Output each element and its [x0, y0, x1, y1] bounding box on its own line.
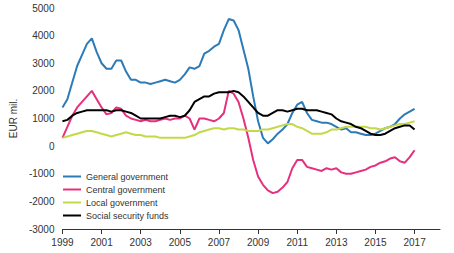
svg-text:-3000: -3000 — [29, 224, 55, 235]
svg-text:-2000: -2000 — [29, 196, 55, 207]
svg-text:General government: General government — [86, 172, 169, 182]
svg-text:EUR mil.: EUR mil. — [8, 99, 19, 138]
svg-text:-1000: -1000 — [29, 168, 55, 179]
svg-text:5000: 5000 — [32, 3, 55, 14]
svg-text:0: 0 — [49, 141, 55, 152]
svg-text:1999: 1999 — [51, 237, 74, 248]
svg-text:3000: 3000 — [32, 58, 55, 69]
svg-text:2000: 2000 — [32, 85, 55, 96]
svg-text:4000: 4000 — [32, 30, 55, 41]
svg-text:1000: 1000 — [32, 113, 55, 124]
svg-text:2009: 2009 — [247, 237, 270, 248]
svg-text:2005: 2005 — [169, 237, 192, 248]
svg-text:2001: 2001 — [90, 237, 113, 248]
svg-text:2017: 2017 — [403, 237, 426, 248]
svg-text:2007: 2007 — [208, 237, 231, 248]
svg-text:Social security funds: Social security funds — [86, 211, 169, 221]
svg-text:Local government: Local government — [86, 198, 158, 208]
svg-text:Central government: Central government — [86, 185, 166, 195]
svg-text:2015: 2015 — [364, 237, 387, 248]
svg-text:2011: 2011 — [286, 237, 308, 248]
svg-text:2013: 2013 — [325, 237, 348, 248]
svg-text:2003: 2003 — [130, 237, 153, 248]
